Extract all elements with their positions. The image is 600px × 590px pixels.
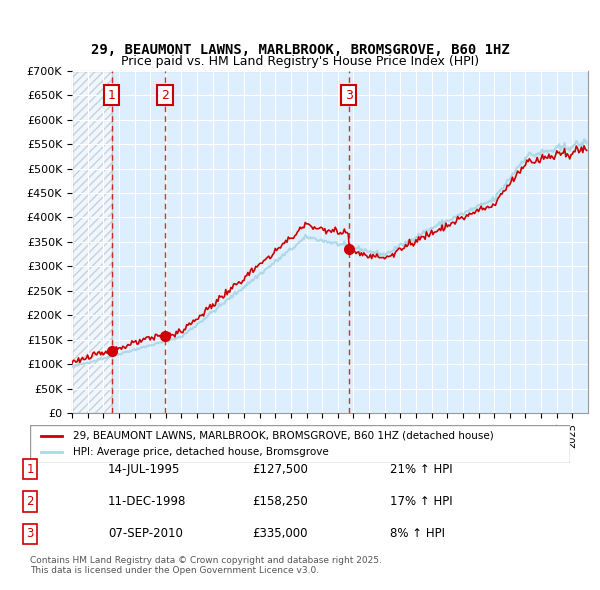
Text: 17% ↑ HPI: 17% ↑ HPI xyxy=(390,495,452,508)
Text: £335,000: £335,000 xyxy=(252,527,308,540)
Text: 29, BEAUMONT LAWNS, MARLBROOK, BROMSGROVE, B60 1HZ (detached house): 29, BEAUMONT LAWNS, MARLBROOK, BROMSGROV… xyxy=(73,431,494,441)
Text: 21% ↑ HPI: 21% ↑ HPI xyxy=(390,463,452,476)
Text: Contains HM Land Registry data © Crown copyright and database right 2025.
This d: Contains HM Land Registry data © Crown c… xyxy=(30,556,382,575)
Text: 2: 2 xyxy=(26,495,34,508)
Text: 1: 1 xyxy=(26,463,34,476)
Text: Price paid vs. HM Land Registry's House Price Index (HPI): Price paid vs. HM Land Registry's House … xyxy=(121,55,479,68)
Text: 07-SEP-2010: 07-SEP-2010 xyxy=(108,527,183,540)
Text: 8% ↑ HPI: 8% ↑ HPI xyxy=(390,527,445,540)
Text: £158,250: £158,250 xyxy=(252,495,308,508)
Text: HPI: Average price, detached house, Bromsgrove: HPI: Average price, detached house, Brom… xyxy=(73,447,329,457)
Text: 11-DEC-1998: 11-DEC-1998 xyxy=(108,495,187,508)
Text: £127,500: £127,500 xyxy=(252,463,308,476)
Text: 2: 2 xyxy=(161,88,169,101)
Bar xyxy=(72,71,112,413)
Text: 3: 3 xyxy=(344,88,353,101)
Text: 29, BEAUMONT LAWNS, MARLBROOK, BROMSGROVE, B60 1HZ: 29, BEAUMONT LAWNS, MARLBROOK, BROMSGROV… xyxy=(91,43,509,57)
Text: 14-JUL-1995: 14-JUL-1995 xyxy=(108,463,181,476)
FancyBboxPatch shape xyxy=(30,425,570,463)
Text: 3: 3 xyxy=(26,527,34,540)
Text: 1: 1 xyxy=(108,88,116,101)
